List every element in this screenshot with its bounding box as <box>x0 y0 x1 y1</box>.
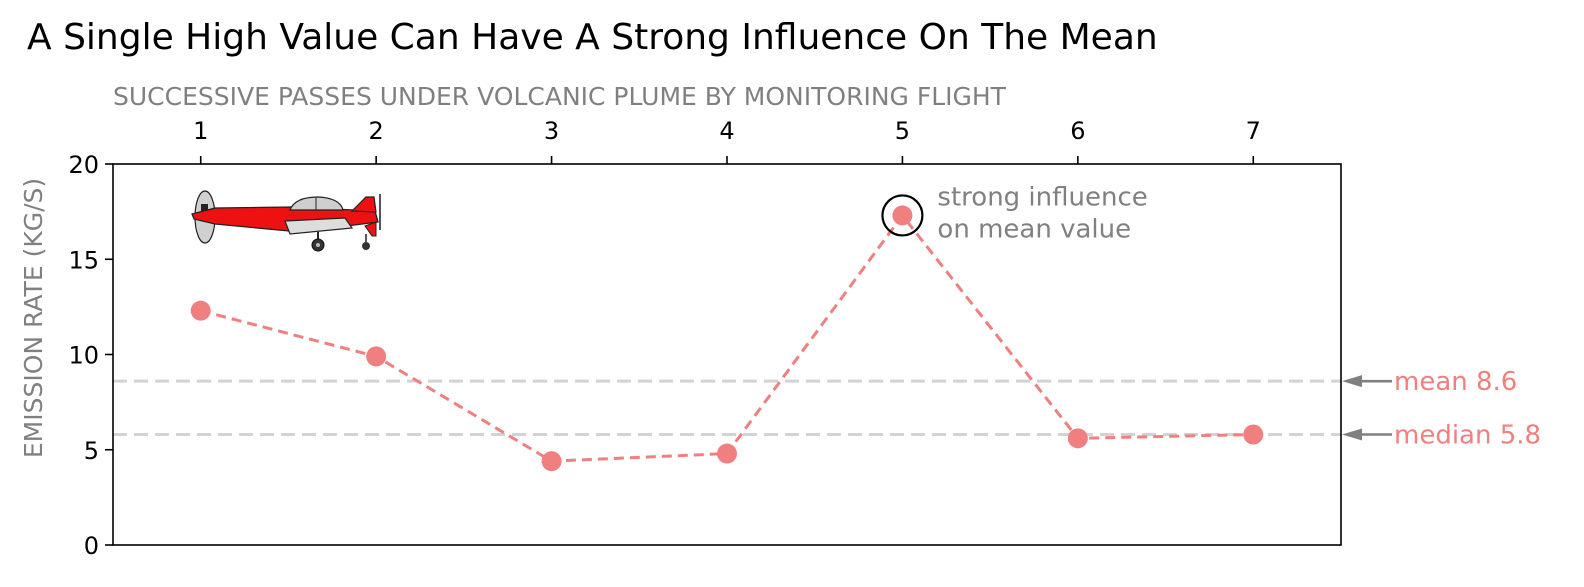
reference-lines <box>113 379 1341 437</box>
y-tick-label: 10 <box>68 342 99 370</box>
data-point <box>190 300 211 321</box>
y-axis-label: EMISSION RATE (KG/S) <box>19 178 48 458</box>
data-point <box>366 346 387 367</box>
annotation-text: strong influence <box>937 182 1147 212</box>
reference-labels: mean 8.6 median 5.8 <box>1342 367 1541 451</box>
reference-arrowhead <box>1342 428 1362 441</box>
highlight-circle <box>881 194 924 237</box>
annotation-text: on mean value <box>937 214 1131 244</box>
data-point <box>892 205 913 226</box>
series-layer <box>190 205 1264 472</box>
reference-label: median 5.8 <box>1394 421 1541 451</box>
y-tick-label: 0 <box>84 532 99 560</box>
data-point <box>1243 424 1264 445</box>
y-tick-label: 15 <box>68 246 99 274</box>
data-point <box>541 451 562 472</box>
y-tick-label: 20 <box>68 151 99 179</box>
y-tick-label: 5 <box>84 437 99 465</box>
x-tick-label: 4 <box>719 117 734 145</box>
y-axis-ticks: 0 5 10 15 20 <box>68 151 113 560</box>
airplane-icon <box>191 190 381 252</box>
x-tick-label: 5 <box>895 117 910 145</box>
data-point <box>717 443 737 464</box>
series-line <box>200 212 1254 463</box>
x-tick-label: 3 <box>544 117 559 145</box>
x-tick-label: 6 <box>1070 117 1085 145</box>
data-point <box>1067 428 1088 449</box>
x-tick-label: 1 <box>193 117 208 145</box>
x-tick-label: 2 <box>369 117 384 145</box>
x-axis-ticks: 1 2 3 4 5 6 7 <box>193 117 1261 164</box>
reference-arrowhead <box>1342 375 1362 388</box>
x-axis-label: SUCCESSIVE PASSES UNDER VOLCANIC PLUME B… <box>113 82 1007 111</box>
x-tick-label: 7 <box>1246 117 1261 145</box>
chart-title: A Single High Value Can Have A Strong In… <box>27 17 1158 58</box>
reference-label: mean 8.6 <box>1394 367 1517 397</box>
